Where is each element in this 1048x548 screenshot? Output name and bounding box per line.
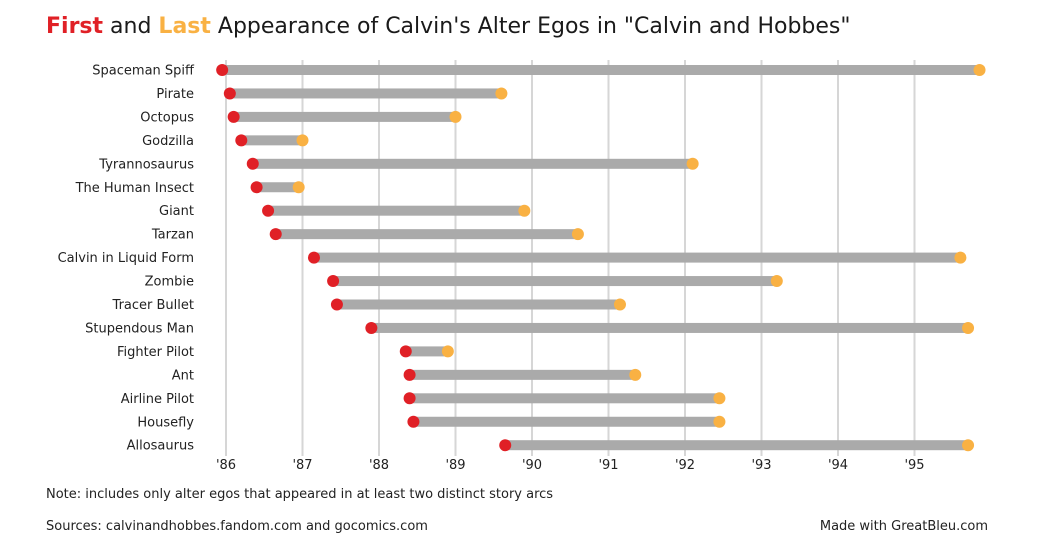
first-appearance-dot [216,64,229,76]
range-bar [222,65,980,75]
range-bar [256,182,299,193]
first-appearance-dot [365,321,378,334]
first-appearance-dot [269,228,282,241]
row-label: Ant [172,368,194,383]
last-appearance-dot [296,134,309,147]
title-rest: Appearance of Calvin's Alter Egos in "Ca… [217,14,851,39]
row-label: Stupendous Man [85,321,194,336]
last-appearance-dot [973,64,986,76]
range-bar [268,205,525,216]
x-tick-label: '89 [445,458,465,473]
x-tick-label: '90 [522,458,542,473]
first-appearance-dot [223,87,236,100]
chart-credit: Made with GreatBleu.com [819,519,988,534]
row-label: Calvin in Liquid Form [58,251,194,266]
range-chart: '86 '87 '88 '89 '90 '91 '92 '93 '94 '95 Spaceman S… [58,60,986,473]
first-appearance-dot [227,110,240,123]
row-label: Tyrannosaurus [98,157,194,172]
x-tick-label: '94 [828,458,848,473]
last-appearance-dot [495,87,508,100]
row-label: Fighter Pilot [117,345,194,360]
chart-title: First and Last Appearance of Calvin's Al… [46,14,851,39]
last-appearance-dot [441,345,454,358]
first-appearance-dot [407,415,420,428]
row-label: The Human Insect [75,181,194,196]
first-appearance-dot [235,134,248,147]
x-tick-label: '88 [369,458,389,473]
first-appearance-dot [327,275,340,288]
range-bar [313,252,961,263]
last-appearance-dot [686,157,699,170]
row-label: Airline Pilot [121,392,194,407]
row-label: Giant [159,204,194,219]
row-label: Pirate [156,87,194,102]
range-bar [505,440,969,451]
x-tick-label: '87 [292,458,312,473]
row-label: Tracer Bullet [112,298,194,313]
first-appearance-dot [246,157,259,170]
x-tick-label: '86 [216,458,236,473]
last-appearance-dot [518,204,531,217]
title-and-word: and [110,14,152,39]
x-tick-label: '93 [751,458,771,473]
row-label: Spaceman Spiff [92,64,195,79]
last-appearance-dot [713,415,726,428]
chart-sources: Sources: calvinandhobbes.fandom.com and … [46,519,428,534]
first-appearance-dot [499,439,512,452]
range-bar [409,393,720,404]
range-bar [229,88,502,99]
row-label: Godzilla [142,134,194,149]
first-appearance-dot [399,345,412,358]
last-appearance-dot [613,298,626,311]
last-appearance-dot [962,321,975,334]
first-appearance-dot [307,251,320,264]
last-appearance-dot [713,392,726,405]
last-appearance-dot [770,275,783,288]
row-label: Zombie [145,275,194,290]
range-bar [333,276,777,287]
row-label: Tarzan [151,228,194,243]
range-bar [405,346,448,357]
x-tick-label: '92 [675,458,695,473]
first-appearance-dot [330,298,343,311]
last-appearance-dot [292,181,305,194]
range-bar [252,158,693,169]
first-appearance-dot [250,181,263,194]
range-bar [409,369,636,380]
title-last-word: Last [158,14,211,39]
first-appearance-dot [403,368,416,381]
range-bar [371,322,969,333]
last-appearance-dot [954,251,967,264]
range-bar [275,229,578,240]
x-tick-label: '91 [598,458,618,473]
range-bar [233,111,456,122]
last-appearance-dot [449,110,462,123]
last-appearance-dot [571,228,584,241]
title-first-word: First [46,14,104,39]
last-appearance-dot [962,439,975,452]
first-appearance-dot [403,392,416,405]
row-label: Octopus [140,110,194,125]
range-bar [336,299,620,310]
x-tick-label: '95 [904,458,924,473]
row-label: Housefly [137,415,194,430]
row-label: Allosaurus [127,439,195,454]
first-appearance-dot [262,204,275,217]
range-bar [413,416,720,427]
range-bar [241,135,303,146]
chart-note: Note: includes only alter egos that appe… [46,487,554,502]
last-appearance-dot [629,368,642,381]
